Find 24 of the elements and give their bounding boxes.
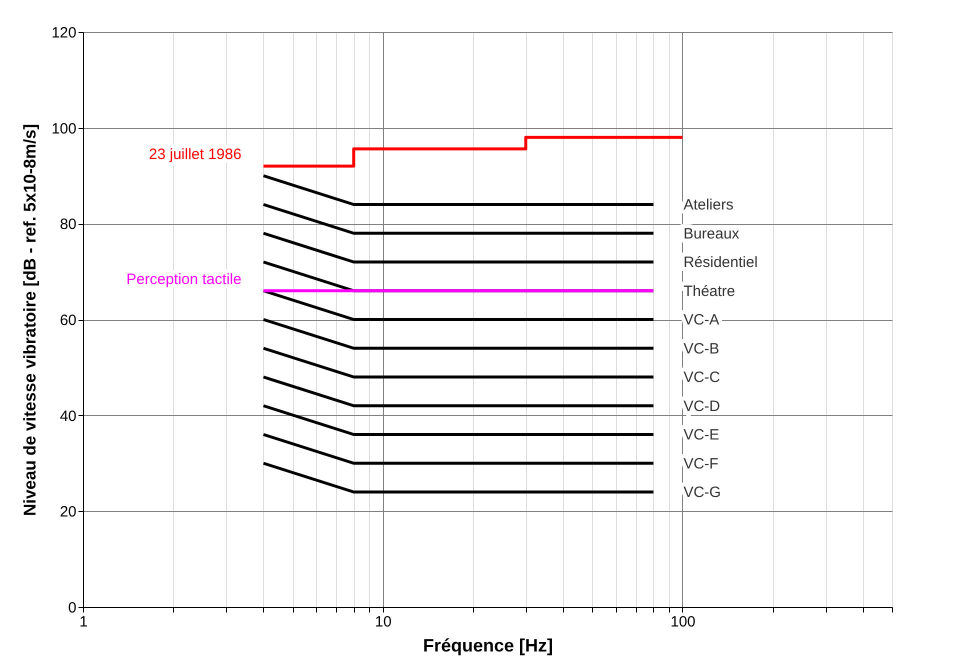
text: VC-G [683, 484, 721, 501]
y-tick-label: 40 [60, 408, 76, 425]
y-tick-label: 80 [60, 216, 76, 234]
y-tick-label: 100 [51, 120, 76, 138]
y-axis-title: Niveau de vitesse vibratoire [dB - ref. 5x10-8m/s] [20, 124, 40, 516]
x-axis-title: Fréquence [Hz] [422, 636, 554, 656]
text: VC-C [683, 369, 720, 386]
x-tick-label: 100 [670, 614, 696, 630]
text: VC-E [683, 426, 720, 444]
text: VC-B [683, 340, 720, 358]
text: VC-D [683, 398, 720, 415]
series-label: 23 juillet 1986 [148, 146, 242, 164]
y-tick-label: 0 [68, 600, 76, 616]
text: Théatre [683, 282, 736, 300]
text: Résidentiel [683, 254, 758, 271]
text: VC-F [683, 455, 718, 472]
x-tick-label: 10 [374, 614, 392, 630]
y-tick-label: 60 [60, 312, 76, 329]
y-tick-label: 20 [60, 504, 76, 521]
series-label: Perception tactile [126, 270, 242, 288]
text: Bureaux [683, 225, 740, 242]
y-tick-label: 120 [51, 24, 76, 42]
x-tick-label: 1 [79, 614, 88, 630]
text: Ateliers [683, 196, 734, 214]
